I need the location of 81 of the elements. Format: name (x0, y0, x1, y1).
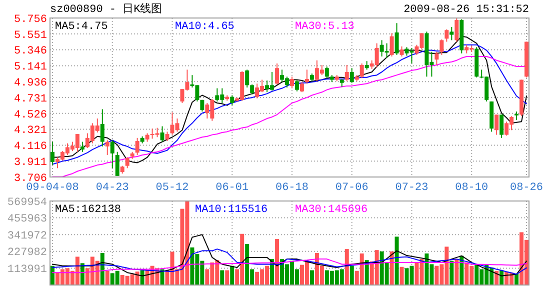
y-tick-label: 5.346 (14, 46, 47, 58)
candlestick (230, 94, 234, 106)
x-tick-label: 06-01 (216, 182, 250, 194)
bar (400, 266, 404, 285)
bar (454, 259, 459, 285)
y-tick-label: 4.321 (14, 125, 48, 138)
candlestick (324, 66, 329, 79)
y-tick-label: 4.731 (14, 93, 48, 106)
bar (394, 236, 399, 285)
bar (344, 249, 349, 285)
candlestick (135, 137, 140, 156)
candlestick (400, 46, 404, 57)
y-tick-label: 227982 (7, 247, 47, 260)
candlestick (300, 82, 304, 93)
candlestick (125, 156, 130, 169)
text: MA5:4.75 (55, 21, 108, 33)
bar (50, 266, 54, 285)
candlestick (450, 26, 454, 41)
candlestick (250, 84, 254, 95)
text: MA5:162138 (55, 204, 122, 216)
chart-title: sz000890 - 日K线图 (50, 2, 162, 16)
bar (310, 270, 314, 285)
candlestick (110, 140, 114, 169)
y-tick-label: 5.551 (14, 30, 48, 42)
line-series (52, 56, 528, 178)
candlestick (360, 62, 364, 79)
candlestick (290, 76, 294, 89)
candlestick (105, 140, 110, 156)
y-tick-label: 4.116 (14, 141, 47, 154)
candlestick (440, 38, 444, 56)
line-series (52, 248, 528, 275)
bar (220, 270, 224, 285)
candlestick (294, 79, 299, 92)
x-tick-label: 08-10 (455, 182, 488, 194)
y-tick-label: 4.526 (14, 109, 47, 122)
candlestick (100, 108, 104, 147)
bar (350, 266, 354, 285)
y-tick-label: 5.756 (14, 14, 47, 26)
x-tick-label: 06-18 (275, 182, 309, 194)
x-tick-label: 04-23 (96, 182, 129, 194)
candlestick (275, 62, 280, 85)
bar (230, 266, 234, 285)
candlestick (50, 141, 54, 166)
bar (105, 270, 110, 285)
y-tick-label: 5.141 (14, 62, 48, 74)
candlestick (160, 126, 164, 142)
line-series (52, 258, 528, 274)
candlestick (500, 114, 504, 138)
bar (450, 260, 454, 285)
y-tick-label: 341972 (7, 230, 47, 242)
text: MA30:5.13 (295, 21, 354, 33)
bar (275, 239, 280, 285)
candlestick (394, 22, 399, 56)
y-tick-label: 113991 (7, 264, 48, 276)
text: MA30:145696 (295, 204, 368, 216)
candlestick (165, 131, 170, 142)
candlestick (245, 69, 250, 88)
y-tick-label: 455963 (7, 214, 47, 226)
candlestick (444, 28, 449, 42)
bar (225, 270, 230, 285)
x-tick-label: 08-26 (510, 182, 544, 194)
line-series (52, 234, 528, 276)
candlestick (494, 114, 499, 136)
candlestick (80, 141, 84, 152)
y-tick-label: 3.911 (14, 156, 48, 169)
x-tick-label: 09-04-08 (26, 182, 79, 194)
chart-subtitle: 2009-08-26 15:31:52 (404, 4, 529, 16)
candlestick (344, 64, 349, 82)
candlestick (350, 68, 354, 84)
text: MA10:115516 (195, 204, 268, 216)
candlestick (115, 151, 120, 176)
x-tick-label: 07-23 (395, 182, 428, 194)
x-tick-label: 07-06 (335, 182, 368, 194)
candlestick (454, 18, 459, 42)
candlestick (390, 32, 394, 57)
y-tick-label: 569954 (7, 196, 48, 209)
text: MA10:4.65 (175, 21, 234, 33)
y-tick-label: 4.936 (14, 77, 47, 90)
candlestick (304, 69, 309, 84)
candlestick (434, 51, 439, 66)
x-tick-label: 05-12 (156, 182, 189, 194)
